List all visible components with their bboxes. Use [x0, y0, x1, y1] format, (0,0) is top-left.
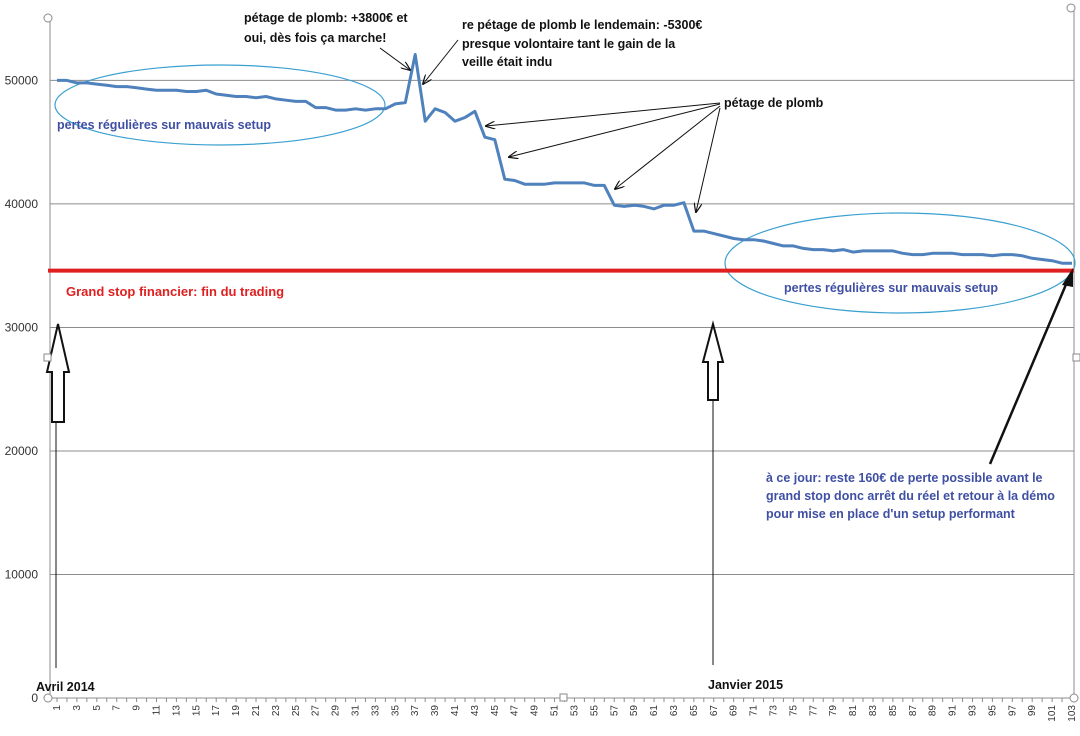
x-tick-label: 69 [729, 705, 740, 717]
annotation-today-3: pour mise en place d'un setup performant [766, 507, 1016, 521]
y-tick-label: 40000 [5, 197, 39, 211]
annotation-spike-loss-1: re pétage de plomb le lendemain: -5300€ [462, 18, 702, 32]
handle-bottom-left [43, 693, 53, 703]
y-tick-label: 30000 [5, 320, 39, 334]
x-tick-label: 97 [1007, 705, 1018, 717]
annotation-today-2: grand stop donc arrêt du réel et retour … [766, 489, 1055, 503]
x-tick-label: 85 [888, 705, 899, 717]
series-line-0 [57, 53, 1072, 265]
x-tick-label: 71 [749, 705, 760, 717]
x-tick-label: 91 [948, 705, 959, 717]
x-tick-label: 51 [550, 705, 561, 717]
x-tick-label: 33 [370, 705, 381, 717]
annotation-spike-loss-2: presque volontaire tant le gain de la [462, 37, 676, 51]
annotation-losses-left: pertes régulières sur mauvais setup [57, 118, 271, 132]
x-tick-label: 19 [231, 705, 242, 717]
annotation-spike-gain-2: oui, dès fois ça marche! [244, 31, 386, 45]
x-tick-label: 59 [629, 705, 640, 717]
x-tick-label: 79 [828, 705, 839, 717]
x-tick-label: 41 [450, 705, 461, 717]
x-tick-label: 75 [788, 705, 799, 717]
x-tick-label: 21 [251, 705, 262, 717]
selection-handles [43, 3, 1080, 703]
ellipse-left [54, 64, 386, 146]
handle-top-right [1066, 3, 1076, 13]
handle-right [1072, 353, 1080, 362]
ellipse-right [724, 212, 1076, 314]
x-tick-label: 87 [908, 705, 919, 717]
arrow-petage-3 [615, 105, 721, 189]
big-arrow-mid [701, 320, 725, 401]
x-tick-label: 61 [649, 705, 660, 717]
handle-left [43, 353, 52, 362]
y-tick-label: 10000 [5, 567, 39, 581]
x-tick-label: 25 [291, 705, 302, 717]
x-tick-label: 23 [271, 705, 282, 717]
x-tick-label: 39 [430, 705, 441, 717]
annotation-today-1: à ce jour: reste 160€ de perte possible … [766, 471, 1043, 485]
big-arrow-start [45, 323, 71, 423]
x-tick-label: 35 [390, 705, 401, 717]
arrow-petage-4 [696, 107, 721, 212]
x-tick-label: 45 [490, 705, 501, 717]
x-tick-label: 49 [530, 705, 541, 717]
x-tick-label: 27 [311, 705, 322, 717]
x-tick-label: 3 [72, 705, 83, 711]
x-tick-label: 57 [609, 705, 620, 717]
arrow-today-head [1062, 268, 1073, 287]
x-tick-label: 5 [92, 705, 103, 711]
annotation-start-label: Avril 2014 [36, 680, 95, 694]
annotation-spike-gain-1: pétage de plomb: +3800€ et [244, 11, 408, 25]
handle-bottom-right [1069, 693, 1079, 703]
x-tick-label: 67 [709, 705, 720, 717]
x-tick-label: 9 [132, 705, 143, 711]
arrow-petage-1 [486, 102, 721, 126]
x-tick-label: 63 [669, 705, 680, 717]
annotation-losses-right: pertes régulières sur mauvais setup [784, 281, 998, 295]
y-tick-label: 50000 [5, 73, 39, 87]
annotation-petage: pétage de plomb [724, 96, 824, 110]
handle-bottom [559, 693, 568, 702]
x-tick-label: 73 [768, 705, 779, 717]
arrow-petage-2 [509, 103, 721, 157]
x-tick-label: 53 [569, 705, 580, 717]
x-tick-label: 95 [987, 705, 998, 717]
annotation-spike-loss-3: veille était indu [462, 55, 552, 69]
x-tick-label: 7 [112, 705, 123, 711]
x-tick-label: 1 [52, 705, 63, 711]
x-tick-label: 29 [331, 705, 342, 717]
arrow-spike-loss [423, 39, 459, 84]
y-tick-label: 0 [31, 691, 38, 705]
handle-top-left [43, 13, 53, 23]
x-tick-label: 83 [868, 705, 879, 717]
grid-layer [50, 10, 1075, 698]
x-tick-label: 17 [211, 705, 222, 717]
x-tick-label: 99 [1027, 705, 1038, 717]
x-tick-label: 93 [967, 705, 978, 717]
x-tick-label: 15 [191, 705, 202, 717]
series-layer [57, 53, 1072, 265]
x-tick-label: 47 [510, 705, 521, 717]
arrow-today [988, 274, 1072, 465]
annotation-arrows [55, 39, 721, 668]
arrow-spike-gain [379, 47, 410, 70]
annotation-stop-label: Grand stop financier: fin du trading [66, 284, 284, 299]
y-tick-label: 20000 [5, 444, 39, 458]
annotation-mid-label: Janvier 2015 [708, 678, 783, 692]
x-tick-label: 81 [848, 705, 859, 717]
x-tick-label: 37 [410, 705, 421, 717]
x-tick-label: 65 [689, 705, 700, 717]
x-tick-label: 11 [152, 705, 163, 716]
x-tick-label: 103 [1067, 705, 1078, 722]
x-tick-label: 13 [171, 705, 182, 717]
x-tick-label: 31 [351, 705, 362, 717]
x-tick-label: 55 [589, 705, 600, 717]
x-tick-label: 43 [470, 705, 481, 717]
x-tick-label: 101 [1047, 705, 1058, 722]
x-tick-label: 89 [928, 705, 939, 717]
x-tick-label: 77 [808, 705, 819, 717]
